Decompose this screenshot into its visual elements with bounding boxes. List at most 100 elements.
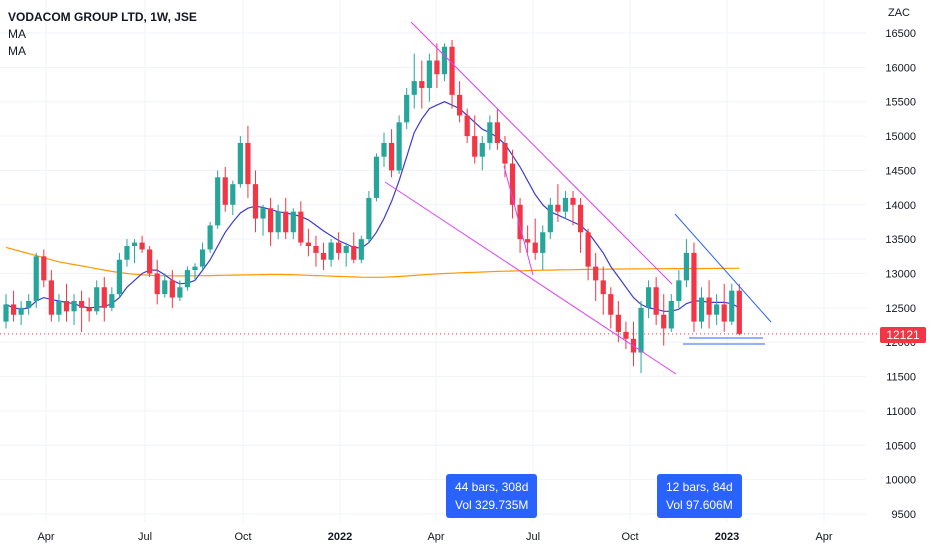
candle-body bbox=[131, 242, 138, 247]
candle bbox=[56, 294, 62, 322]
candle bbox=[691, 242, 697, 332]
candle bbox=[169, 270, 175, 308]
candle bbox=[472, 115, 478, 164]
candle-body bbox=[479, 142, 485, 157]
candle-body bbox=[252, 184, 259, 219]
candle bbox=[555, 184, 561, 222]
candle-body bbox=[199, 249, 206, 267]
candle bbox=[26, 294, 32, 315]
candle-body bbox=[290, 211, 296, 233]
candle-body bbox=[237, 142, 243, 185]
candle-body bbox=[192, 266, 198, 271]
candle-body bbox=[41, 256, 47, 281]
candle bbox=[336, 232, 342, 260]
y-tick-label: 16000 bbox=[885, 62, 916, 74]
x-axis: Apr Jul Oct 2022 Apr Jul Oct 2023 Apr bbox=[37, 531, 832, 543]
x-tick-label: Oct bbox=[234, 531, 251, 543]
candle-body bbox=[116, 259, 122, 295]
y-tick-label: 11000 bbox=[886, 406, 916, 418]
candle-body bbox=[608, 294, 614, 315]
candle bbox=[79, 290, 85, 332]
candle bbox=[525, 225, 531, 253]
candle bbox=[638, 300, 644, 374]
y-tick-label: 16500 bbox=[885, 28, 916, 40]
candle-body bbox=[668, 300, 674, 329]
y-tick-label: 14500 bbox=[885, 165, 916, 177]
candle bbox=[381, 132, 387, 167]
candle-body bbox=[18, 307, 24, 315]
candle bbox=[147, 246, 153, 277]
x-tick-label: 2022 bbox=[328, 531, 352, 543]
candle bbox=[714, 294, 720, 326]
candle bbox=[366, 191, 372, 243]
candle-body bbox=[162, 280, 168, 295]
candle bbox=[358, 235, 364, 264]
candle bbox=[441, 43, 448, 82]
candle bbox=[729, 283, 735, 326]
candle-body bbox=[63, 300, 70, 312]
candle-body bbox=[577, 204, 584, 233]
candle-body bbox=[388, 142, 395, 171]
ma-indicator-1[interactable]: MA bbox=[8, 27, 26, 41]
candle-body bbox=[358, 239, 364, 260]
y-tick-label: 11500 bbox=[886, 372, 916, 384]
candle bbox=[184, 266, 191, 291]
candle-body bbox=[147, 249, 153, 274]
candle bbox=[570, 191, 576, 226]
candle bbox=[676, 270, 682, 308]
candle bbox=[3, 294, 9, 329]
candle-body bbox=[517, 204, 523, 240]
candle bbox=[396, 115, 402, 174]
candle-body bbox=[94, 287, 100, 312]
candle-body bbox=[449, 46, 455, 95]
ma-fast-line bbox=[5, 101, 740, 312]
candle bbox=[33, 252, 39, 308]
measure-2-volume: Vol 97.606M bbox=[666, 498, 733, 512]
candle bbox=[721, 283, 727, 332]
candle bbox=[124, 239, 130, 267]
candle-body bbox=[615, 314, 621, 332]
candle bbox=[305, 228, 311, 257]
candle bbox=[487, 115, 493, 150]
candle-body bbox=[653, 287, 659, 315]
candles bbox=[3, 39, 742, 374]
y-tick-label: 12500 bbox=[885, 303, 916, 315]
grid bbox=[0, 0, 866, 522]
candle bbox=[630, 321, 637, 367]
candle bbox=[449, 39, 455, 109]
candle-body bbox=[547, 204, 553, 233]
candle bbox=[116, 252, 122, 298]
candle bbox=[623, 321, 629, 350]
candle bbox=[464, 108, 470, 143]
x-tick-label: Jul bbox=[526, 531, 540, 543]
candle bbox=[373, 153, 380, 202]
candle-body bbox=[494, 122, 500, 143]
candle-body bbox=[419, 81, 425, 88]
candle bbox=[162, 273, 168, 298]
y-tick-label: 13000 bbox=[885, 269, 916, 281]
candle bbox=[48, 270, 54, 322]
candle bbox=[661, 294, 667, 346]
candle bbox=[10, 290, 17, 322]
candle bbox=[290, 208, 296, 240]
x-tick-label: Apr bbox=[427, 531, 444, 543]
candle-body bbox=[509, 163, 516, 205]
candle-body bbox=[169, 280, 175, 298]
candle-body bbox=[441, 46, 448, 75]
candle-body bbox=[139, 242, 145, 250]
ma-indicator-2[interactable]: MA bbox=[8, 44, 26, 58]
y-axis: 9500100001050011000115001200012500130001… bbox=[885, 28, 916, 521]
candle-body bbox=[260, 208, 266, 219]
x-tick-label: Apr bbox=[37, 531, 54, 543]
candle-body bbox=[86, 307, 92, 312]
candle-body bbox=[56, 300, 62, 315]
candle-body bbox=[646, 287, 652, 308]
candle bbox=[18, 300, 24, 326]
candle-body bbox=[381, 142, 387, 157]
candle-body bbox=[124, 246, 130, 260]
candle bbox=[63, 283, 70, 322]
measure-box-1: 44 bars, 308d Vol 329.735M bbox=[446, 474, 538, 518]
candle bbox=[434, 43, 440, 88]
candle-body bbox=[396, 122, 402, 171]
